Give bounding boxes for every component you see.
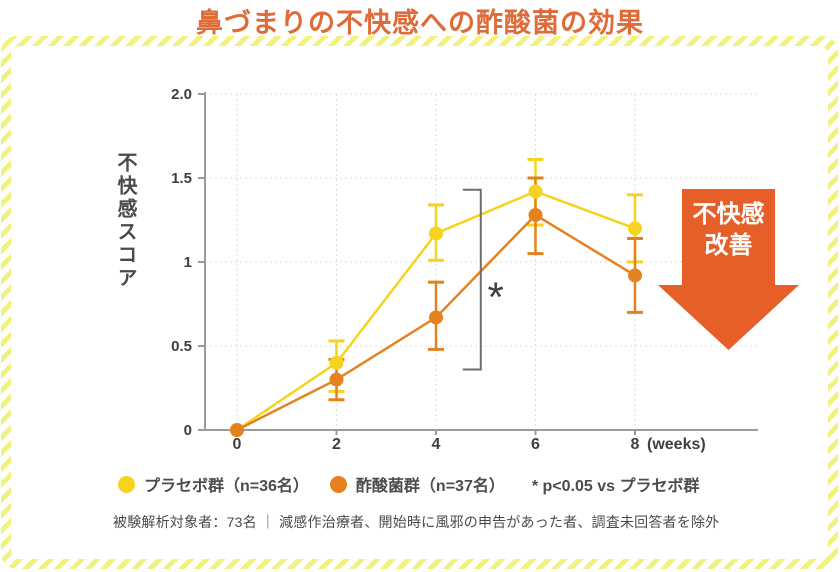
y-tick-label: 0: [184, 422, 192, 439]
data-point: [628, 221, 642, 236]
data-point: [429, 310, 443, 325]
significance-note: * p<0.05 vs プラセボ群: [531, 478, 700, 495]
legend-dot-acetic-icon: [329, 475, 347, 493]
improvement-arrow-icon: [658, 189, 799, 350]
y-tick-label: 1.5: [171, 170, 192, 187]
legend-label-acetic: 酢酸菌群（n=37名）: [355, 478, 505, 495]
improvement-arrow-line2: 改善: [704, 232, 753, 259]
y-tick-label: 1: [184, 254, 192, 271]
data-point: [528, 184, 543, 199]
significance-asterisk: *: [488, 274, 504, 321]
data-point: [329, 372, 344, 387]
data-point: [230, 423, 244, 437]
improvement-arrow-line1: 不快感: [692, 201, 765, 228]
improvement-arrow-label: 不快感 改善: [658, 199, 799, 261]
x-tick-label: 8: [631, 436, 640, 453]
y-axis-title: 不快感スコア: [114, 152, 136, 290]
plot-layer: 0 0.5 1 1.5 2.0 0 2 4 6 8 (weeks) *: [171, 86, 758, 453]
data-point: [628, 268, 642, 283]
x-tick-label: 4: [432, 436, 441, 453]
data-point: [429, 226, 443, 241]
y-tick-label: 0.5: [171, 338, 192, 355]
x-tick-label: 6: [531, 436, 540, 453]
x-axis-unit: (weeks): [647, 436, 706, 453]
legend-dot-placebo-icon: [118, 475, 135, 493]
y-tick-label: 2.0: [171, 86, 192, 103]
x-tick-label: 2: [332, 436, 341, 453]
footnote: 被験解析対象者：73名 ｜ 減感作治療者、開始時に風邪の申告があった者、調査未回…: [113, 514, 720, 530]
legend-label-placebo: プラセボ群（n=36名）: [144, 478, 309, 495]
page-title: 鼻づまりの不快感への酢酸菌の効果: [196, 8, 644, 38]
data-point: [528, 207, 543, 222]
arrow-layer: [658, 189, 799, 350]
significance-bracket: [462, 188, 482, 371]
data-point: [329, 355, 344, 370]
legend: プラセボ群（n=36名） 酢酸菌群（n=37名） * p<0.05 vs プラセ…: [118, 472, 699, 496]
x-tick-label: 0: [233, 436, 242, 453]
